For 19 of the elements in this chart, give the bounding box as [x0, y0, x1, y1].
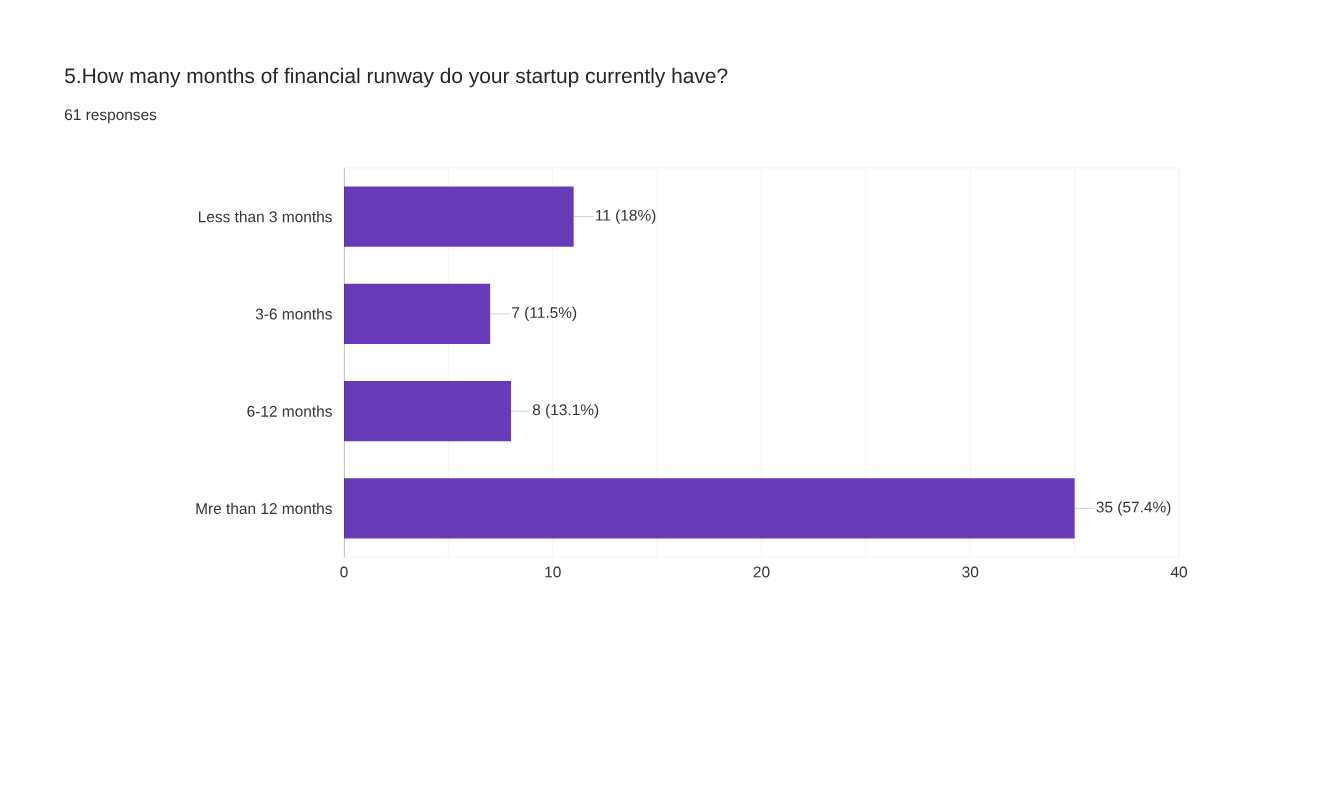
y-tick-label: Mre than 12 months [196, 502, 332, 515]
y-tick-label: 3-6 months [255, 308, 332, 320]
data-label: 11 (18%) [596, 209, 656, 224]
data-label: 8 (13.1%) [532, 403, 599, 419]
y-tick-label: 6-12 months [247, 405, 332, 417]
x-tick-label: 20 [753, 566, 770, 578]
x-tick-label: 40 [1170, 566, 1188, 578]
data-label: 7 (11.5%) [512, 306, 577, 322]
x-tick-label: 10 [545, 566, 561, 578]
bar [344, 380, 512, 442]
bar [344, 283, 491, 345]
y-tick-label: Less than 3 months [198, 210, 332, 223]
bar [344, 186, 574, 247]
x-tick-label: 30 [962, 566, 979, 578]
bar [344, 478, 1075, 539]
chart-title: 5.How many months of financial runway do your startup currently have? [65, 67, 728, 88]
x-tick-label: 0 [340, 566, 348, 578]
data-label: 35 (57.4%) [1096, 501, 1171, 516]
text: 61 responses [64, 109, 157, 124]
